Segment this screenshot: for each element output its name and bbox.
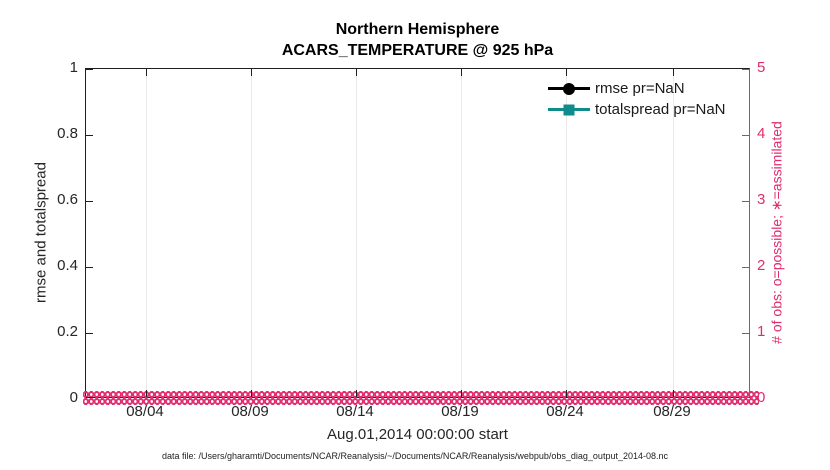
x-tick-top [673,69,674,76]
x-tick-bottom [146,390,147,397]
y-right-tick [742,333,749,334]
y-right-tick [742,201,749,202]
y-left-tick [86,397,93,398]
x-tick-bottom [356,390,357,397]
y-left-tick [86,201,93,202]
y-axis-label-right: # of obs: o=possible; ∗=assimilated [768,121,785,344]
legend-line-rmse [548,82,590,95]
x-axis-label: Aug.01,2014 00:00:00 start [327,426,508,443]
y-right-tick [742,69,749,70]
x-tick-top [461,69,462,76]
x-gridline [356,69,357,397]
x-tick-bottom [673,390,674,397]
y-left-tick-label: 0 [69,389,78,406]
y-right-tick [742,267,749,268]
y-left-tick [86,135,93,136]
y-left-tick [86,69,93,70]
legend-entry-totalspread: totalspread pr=NaN [548,99,726,120]
x-tick-top [251,69,252,76]
y-right-tick-label: 5 [757,59,766,76]
circle-marker-icon [563,82,575,95]
x-tick-label: 08/29 [653,403,691,420]
y-left-tick-label: 0.8 [57,125,78,142]
x-gridline [251,69,252,397]
y-left-tick [86,267,93,268]
plot-title-line2: ACARS_TEMPERATURE @ 925 hPa [281,42,554,59]
y-right-tick-label: 4 [757,125,766,142]
y-left-tick-label: 0.6 [57,191,78,208]
plot-area [83,68,759,405]
x-tick-label: 08/09 [231,403,269,420]
y-right-tick-label: 0 [757,389,766,406]
y-axis-label-left: rmse and totalspread [32,162,50,303]
legend: rmse pr=NaN totalspread pr=NaN [548,78,726,120]
x-tick-top [356,69,357,76]
plot-title-line1: Northern Hemisphere [335,21,500,38]
x-tick-label: 08/19 [441,403,479,420]
y-left-tick-label: 0.2 [57,323,78,340]
x-tick-bottom [251,390,252,397]
square-marker-icon [563,104,575,115]
y-right-tick-label: 2 [757,257,766,274]
y-right-tick [742,397,749,398]
x-gridline [461,69,462,397]
x-gridline [566,69,567,397]
obs-count-zero-marker-band [83,391,759,405]
x-tick-bottom [566,390,567,397]
x-tick-top [146,69,147,76]
y-right-tick-label: 1 [757,323,766,340]
legend-label-totalspread: totalspread pr=NaN [595,101,726,118]
legend-entry-rmse: rmse pr=NaN [548,78,726,99]
legend-line-totalspread [548,104,590,115]
data-file-path: data file: /Users/gharamti/Documents/NCA… [161,451,668,461]
x-tick-top [566,69,567,76]
y-left-tick [86,333,93,334]
x-tick-label: 08/24 [546,403,584,420]
y-right-tick [742,135,749,136]
x-gridline [673,69,674,397]
x-tick-label: 08/04 [126,403,164,420]
y-right-tick-label: 3 [757,191,766,208]
x-gridline [146,69,147,397]
x-tick-bottom [461,390,462,397]
legend-label-rmse: rmse pr=NaN [595,80,685,97]
y-left-tick-label: 0.4 [57,257,78,274]
x-tick-label: 08/14 [336,403,374,420]
y-left-tick-label: 1 [69,59,78,76]
